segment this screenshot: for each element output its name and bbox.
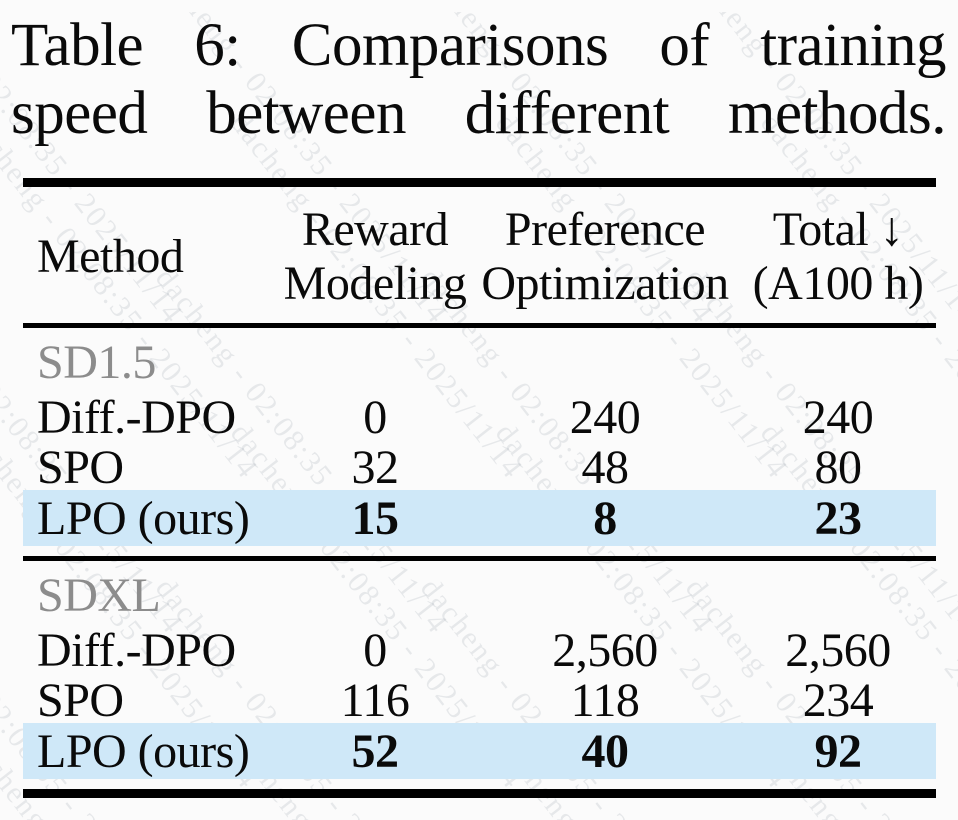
total-cell: 92 bbox=[814, 724, 863, 778]
total-cell: 80 bbox=[814, 441, 863, 494]
method-cell: Diff.-DPO bbox=[37, 391, 236, 444]
comparison-table: Method Reward Modeling Preference Optimi… bbox=[23, 178, 936, 798]
table-row-sd15-spo: SPO 32 48 80 bbox=[23, 440, 936, 494]
caption-line-2: speed between different methods. bbox=[11, 80, 947, 147]
header-reward-line1: Reward bbox=[301, 203, 449, 256]
reward-cell: 52 bbox=[351, 724, 400, 778]
pref-cell: 118 bbox=[570, 674, 640, 727]
table-caption: Table 6: Comparisons of training speed b… bbox=[11, 12, 947, 148]
header-total-line1: Total ↓ bbox=[772, 203, 904, 256]
bottom-gap bbox=[23, 779, 936, 789]
method-cell: LPO (ours) bbox=[37, 491, 250, 545]
total-cell: 2,560 bbox=[785, 624, 891, 677]
total-cell: 23 bbox=[814, 491, 863, 545]
pref-cell: 2,560 bbox=[552, 624, 658, 677]
method-cell: SPO bbox=[37, 441, 124, 494]
pref-cell: 48 bbox=[581, 441, 630, 494]
header-reward-line2: Modeling bbox=[283, 257, 467, 310]
total-cell: 234 bbox=[802, 674, 874, 727]
table-row-sd15-lpo-highlighted: LPO (ours) 15 8 23 bbox=[23, 490, 936, 546]
reward-cell: 32 bbox=[351, 441, 400, 494]
reward-cell: 116 bbox=[340, 674, 410, 727]
header-preference-optimization: Preference Optimization bbox=[470, 203, 740, 311]
reward-cell: 15 bbox=[351, 491, 400, 545]
table-header-row: Method Reward Modeling Preference Optimi… bbox=[23, 187, 936, 323]
header-total-line2: (A100 h) bbox=[752, 257, 924, 310]
method-cell: LPO (ours) bbox=[37, 724, 250, 778]
section-label-sdxl: SDXL bbox=[37, 569, 161, 622]
header-total: Total ↓ (A100 h) bbox=[740, 203, 936, 311]
header-bottom-rule bbox=[23, 323, 936, 328]
table-row-sd15-diffdpo: Diff.-DPO 0 240 240 bbox=[23, 390, 936, 444]
table-bottom-rule bbox=[23, 789, 936, 798]
section-label-sd15: SD1.5 bbox=[37, 336, 156, 389]
section-divider-rule bbox=[23, 556, 936, 561]
table-row-sdxl-lpo-highlighted: LPO (ours) 52 40 92 bbox=[23, 723, 936, 779]
header-pref-line1: Preference bbox=[504, 203, 706, 256]
method-cell: Diff.-DPO bbox=[37, 624, 236, 677]
reward-cell: 0 bbox=[363, 624, 387, 677]
method-cell: SPO bbox=[37, 674, 124, 727]
pref-cell: 8 bbox=[593, 491, 617, 545]
reward-cell: 0 bbox=[363, 391, 387, 444]
paper-table-figure: Table 6: Comparisons of training speed b… bbox=[0, 12, 958, 798]
section-gap bbox=[23, 546, 936, 556]
table-row-sdxl-spo: SPO 116 118 234 bbox=[23, 673, 936, 727]
table-top-rule bbox=[23, 178, 936, 187]
header-method: Method bbox=[37, 230, 184, 283]
pref-cell: 40 bbox=[581, 724, 630, 778]
pref-cell: 240 bbox=[569, 391, 641, 444]
table-row-sdxl-diffdpo: Diff.-DPO 0 2,560 2,560 bbox=[23, 623, 936, 677]
total-cell: 240 bbox=[802, 391, 874, 444]
caption-line-1: Table 6: Comparisons of training bbox=[11, 12, 947, 79]
header-reward-modeling: Reward Modeling bbox=[280, 203, 470, 311]
header-pref-line2: Optimization bbox=[481, 257, 729, 310]
